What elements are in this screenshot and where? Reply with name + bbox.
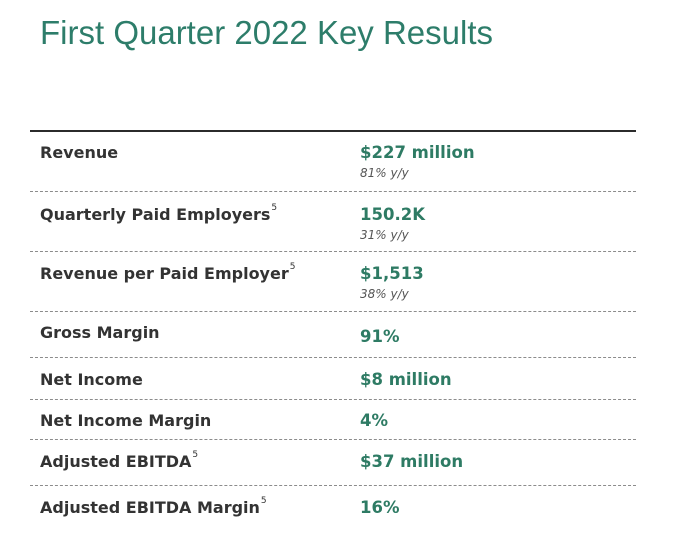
row-label-net-income-margin: Net Income Margin [40, 411, 212, 430]
table-row: Adjusted EBITDA5 $37 million [30, 440, 636, 486]
footnote-marker: 5 [192, 450, 199, 460]
row-value-adjusted-ebitda: $37 million [360, 452, 464, 471]
table-row: Quarterly Paid Employers5 150.2K 31% y/y [30, 192, 636, 252]
row-label-revenue-per-paid-employer: Revenue per Paid Employer5 [40, 262, 296, 283]
row-value-gross-margin: 91% [360, 327, 400, 346]
table-row: Gross Margin 91% [30, 312, 636, 358]
row-change-revenue: 81% y/y [360, 166, 409, 180]
table-row: Net Income Margin 4% [30, 400, 636, 440]
key-results-table: Revenue $227 million 81% y/y Quarterly P… [30, 130, 636, 532]
row-value-net-income-margin: 4% [360, 411, 389, 430]
row-label-gross-margin: Gross Margin [40, 323, 160, 342]
row-value-adjusted-ebitda-margin: 16% [360, 498, 400, 517]
table-row: Revenue $227 million 81% y/y [30, 132, 636, 192]
table-row: Adjusted EBITDA Margin5 16% [30, 486, 636, 532]
row-label-quarterly-paid-employers: Quarterly Paid Employers5 [40, 203, 278, 224]
row-value-net-income: $8 million [360, 370, 452, 389]
table-row: Net Income $8 million [30, 358, 636, 400]
footnote-marker: 5 [260, 496, 267, 506]
page-title: First Quarter 2022 Key Results [40, 14, 494, 51]
row-value-quarterly-paid-employers: 150.2K [360, 205, 425, 224]
row-change-revenue-per-paid-employer: 38% y/y [360, 287, 409, 301]
row-label-adjusted-ebitda-margin: Adjusted EBITDA Margin5 [40, 496, 267, 517]
row-value-revenue-per-paid-employer: $1,513 [360, 264, 424, 283]
row-label-net-income: Net Income [40, 370, 143, 389]
row-label-revenue: Revenue [40, 143, 119, 162]
row-label-adjusted-ebitda: Adjusted EBITDA5 [40, 450, 199, 471]
footnote-marker: 5 [289, 262, 296, 272]
row-change-quarterly-paid-employers: 31% y/y [360, 228, 409, 242]
row-value-revenue: $227 million [360, 143, 475, 162]
table-row: Revenue per Paid Employer5 $1,513 38% y/… [30, 252, 636, 312]
footnote-marker: 5 [271, 203, 278, 213]
